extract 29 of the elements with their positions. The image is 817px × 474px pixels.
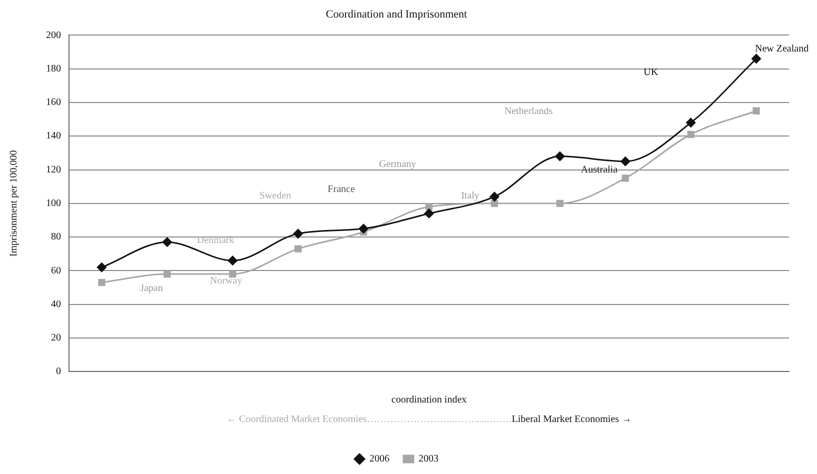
annotation: France: [328, 184, 356, 196]
annotation: Norway: [210, 275, 242, 286]
y-tick-label: 120: [46, 164, 61, 176]
annotation: Netherlands: [504, 106, 553, 118]
text: Liberal Market Economies →: [512, 414, 632, 426]
y-tick-label: 80: [51, 232, 61, 243]
annotation: Sweden: [259, 190, 292, 202]
y-axis-title: Imprisonment per 100,000: [8, 150, 20, 257]
annotation: Australia: [580, 164, 618, 176]
y-tick-label: 180: [46, 63, 61, 74]
chart-title: Coordination and Imprisonment: [326, 8, 468, 20]
annotation: Germany: [378, 159, 416, 170]
annotation: Italy: [461, 190, 480, 202]
legend-label: 2003: [418, 454, 438, 465]
x-axis-title: coordination index: [391, 394, 467, 406]
y-tick-label: 0: [56, 366, 61, 378]
annotation: UK: [644, 66, 659, 78]
annotation: New Zealand: [755, 44, 809, 55]
y-tick-label: 200: [46, 30, 61, 41]
y-tick-label: 60: [51, 265, 61, 276]
y-tick-label: 40: [51, 298, 61, 310]
text: ← Coordinated Market Economies……………………...……......…….: [226, 414, 512, 426]
legend-label: 2006: [370, 454, 390, 465]
y-tick-label: 160: [46, 97, 61, 108]
annotation: Japan: [140, 283, 163, 294]
y-tick-label: 140: [46, 130, 61, 142]
annotation: Denmark: [197, 235, 234, 246]
y-tick-label: 100: [46, 198, 61, 210]
y-tick-label: 20: [51, 332, 61, 344]
